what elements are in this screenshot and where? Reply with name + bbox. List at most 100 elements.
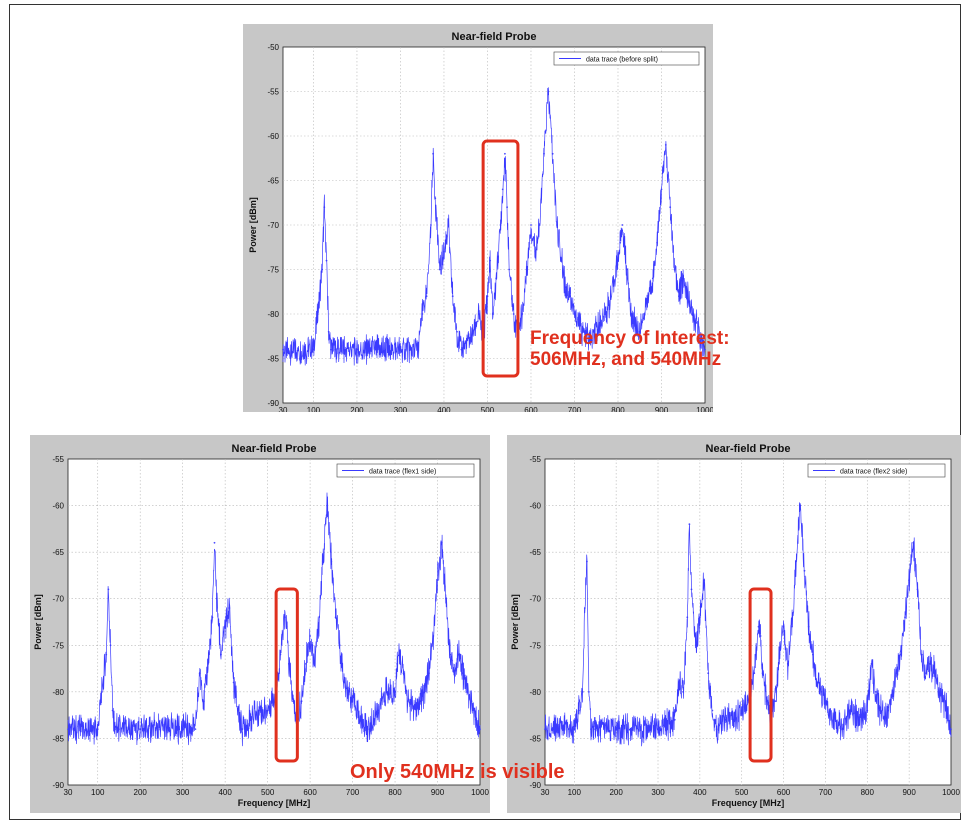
data-point: [258, 709, 260, 712]
figure-frame: [9, 4, 961, 820]
data-point: [330, 560, 333, 563]
x-tick-label: 600: [524, 406, 538, 412]
y-tick-label: -55: [267, 88, 279, 97]
chart-before-split-svg: Near-field Probe 30 100 200 300 400 500 600 700 8…: [248, 31, 713, 412]
data-point: [740, 709, 743, 712]
data-point: [732, 718, 735, 721]
series-line: [67, 492, 481, 747]
x-tick-label: 200: [350, 406, 364, 412]
data-point: [443, 250, 445, 253]
x-tick-label: 600: [303, 788, 317, 797]
data-point: [457, 653, 460, 656]
x-tick-label: 400: [693, 788, 707, 797]
chart-title: Near-field Probe: [452, 31, 537, 43]
chart-panel-flex2: Near-field Probe 30 100 200 300 400 500 600 700 8…: [507, 435, 961, 813]
data-point: [101, 691, 103, 693]
data-point: [694, 644, 697, 647]
data-point: [394, 691, 396, 693]
data-point: [377, 709, 379, 712]
data-point: [451, 295, 454, 298]
data-point: [832, 718, 835, 721]
x-axis-label: Frequency [MHz]: [712, 798, 785, 808]
data-point: [560, 259, 563, 262]
data-point: [237, 709, 239, 712]
data-point: [477, 313, 480, 315]
data-point: [67, 728, 69, 730]
y-tick-label: -85: [267, 355, 279, 364]
legend-box: [336, 463, 475, 478]
data-point: [495, 277, 498, 280]
data-point: [194, 728, 197, 730]
x-tick-label: 700: [819, 788, 833, 797]
data-point: [891, 691, 894, 693]
data-point: [525, 268, 528, 271]
data-point: [449, 653, 452, 656]
data-point: [113, 728, 116, 730]
data-point: [778, 653, 781, 656]
data-point: [456, 330, 458, 333]
data-point: [643, 313, 645, 315]
data-point: [774, 700, 777, 703]
x-tick-label: 500: [261, 788, 275, 797]
data-point: [534, 250, 537, 253]
data-point: [282, 348, 284, 351]
legend-label: data trace (flex2 side): [840, 469, 907, 476]
data-point: [118, 728, 120, 730]
x-tick-label: 700: [568, 406, 582, 412]
data-point: [543, 152, 545, 155]
series-line: [544, 502, 952, 747]
data-point: [398, 653, 401, 656]
data-point: [547, 90, 550, 93]
highlight-box: [481, 139, 520, 378]
data-point: [396, 663, 399, 665]
data-point: [937, 691, 940, 693]
data-point: [436, 579, 439, 581]
data-point: [657, 728, 659, 730]
data-point: [599, 322, 602, 324]
data-point: [521, 313, 524, 315]
data-point: [711, 709, 714, 712]
data-point: [753, 672, 756, 675]
data-point: [686, 295, 689, 298]
y-axis-label: Power [dBm]: [248, 197, 258, 253]
data-point: [406, 700, 409, 703]
data-point: [912, 541, 915, 544]
data-point: [220, 653, 222, 656]
y-tick-label: -60: [529, 502, 541, 511]
data-point: [820, 691, 823, 693]
data-point: [538, 224, 541, 226]
data-point: [577, 709, 580, 712]
data-point: [564, 286, 567, 289]
chart-panel-before-split: Near-field Probe 30 100 200 300 400 500 600 700 8…: [243, 24, 713, 412]
y-tick-label: -60: [52, 502, 64, 511]
legend-box: [553, 51, 700, 66]
x-tick-label: 900: [902, 788, 916, 797]
x-tick-label: 200: [134, 788, 148, 797]
data-point: [933, 672, 936, 675]
data-point: [803, 569, 806, 572]
data-point: [338, 644, 341, 647]
x-tick-label: 900: [431, 788, 445, 797]
data-point: [908, 579, 910, 581]
chart-title: Near-field Probe: [232, 443, 317, 455]
data-point: [950, 728, 952, 730]
data-point: [417, 348, 419, 351]
data-point: [594, 728, 597, 730]
data-point: [669, 206, 672, 209]
data-point: [323, 206, 326, 209]
only-540-visible-callout: Only 540MHz is visible: [350, 761, 565, 783]
data-point: [916, 588, 919, 591]
data-point: [621, 224, 624, 226]
y-tick-label: -65: [529, 548, 541, 557]
data-point: [691, 313, 693, 315]
data-point: [228, 607, 231, 609]
x-tick-label: 500: [481, 406, 495, 412]
data-point: [904, 616, 906, 619]
data-point: [887, 709, 890, 712]
data-point: [625, 268, 628, 271]
chart-flex2-svg: Near-field Probe 30 100 200 300 400 500 600 700 8…: [510, 443, 960, 808]
data-point: [347, 691, 350, 693]
data-point: [300, 700, 303, 703]
data-point: [858, 718, 860, 721]
data-point: [316, 313, 319, 315]
